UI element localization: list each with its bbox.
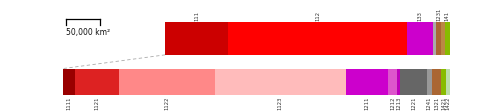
Text: 1421: 1421 (441, 96, 446, 110)
Text: 1122: 1122 (164, 96, 170, 110)
Bar (441, 69, 446, 95)
Bar (62, 69, 76, 95)
Bar (430, 69, 432, 95)
Text: 1241: 1241 (426, 96, 431, 110)
Text: 111: 111 (194, 11, 199, 21)
Text: 1221: 1221 (412, 96, 416, 110)
Bar (436, 22, 442, 55)
Bar (346, 69, 389, 95)
Text: 1123: 1123 (278, 96, 283, 110)
Bar (408, 22, 432, 55)
Bar (228, 22, 408, 55)
Text: 1213: 1213 (396, 96, 401, 110)
Bar (432, 69, 441, 95)
Bar (119, 69, 215, 95)
Bar (76, 69, 119, 95)
Bar (397, 69, 400, 95)
Bar (432, 22, 436, 55)
Text: 1211: 1211 (364, 96, 370, 110)
Text: 133: 133 (418, 11, 422, 21)
Text: 1321: 1321 (434, 96, 439, 110)
Text: 1111: 1111 (66, 96, 71, 110)
Bar (446, 69, 450, 95)
Text: 1212: 1212 (390, 96, 395, 110)
Bar (388, 69, 397, 95)
Bar (442, 22, 444, 55)
Bar (444, 22, 450, 55)
Bar (215, 69, 346, 95)
Text: 1231: 1231 (436, 8, 441, 21)
Text: 1121: 1121 (94, 96, 100, 110)
Text: 1422: 1422 (446, 96, 450, 110)
Bar (165, 22, 228, 55)
Text: 50,000 km²: 50,000 km² (66, 28, 110, 37)
Text: 112: 112 (316, 11, 320, 21)
Text: 141: 141 (445, 11, 450, 21)
Bar (428, 69, 430, 95)
Bar (400, 69, 427, 95)
